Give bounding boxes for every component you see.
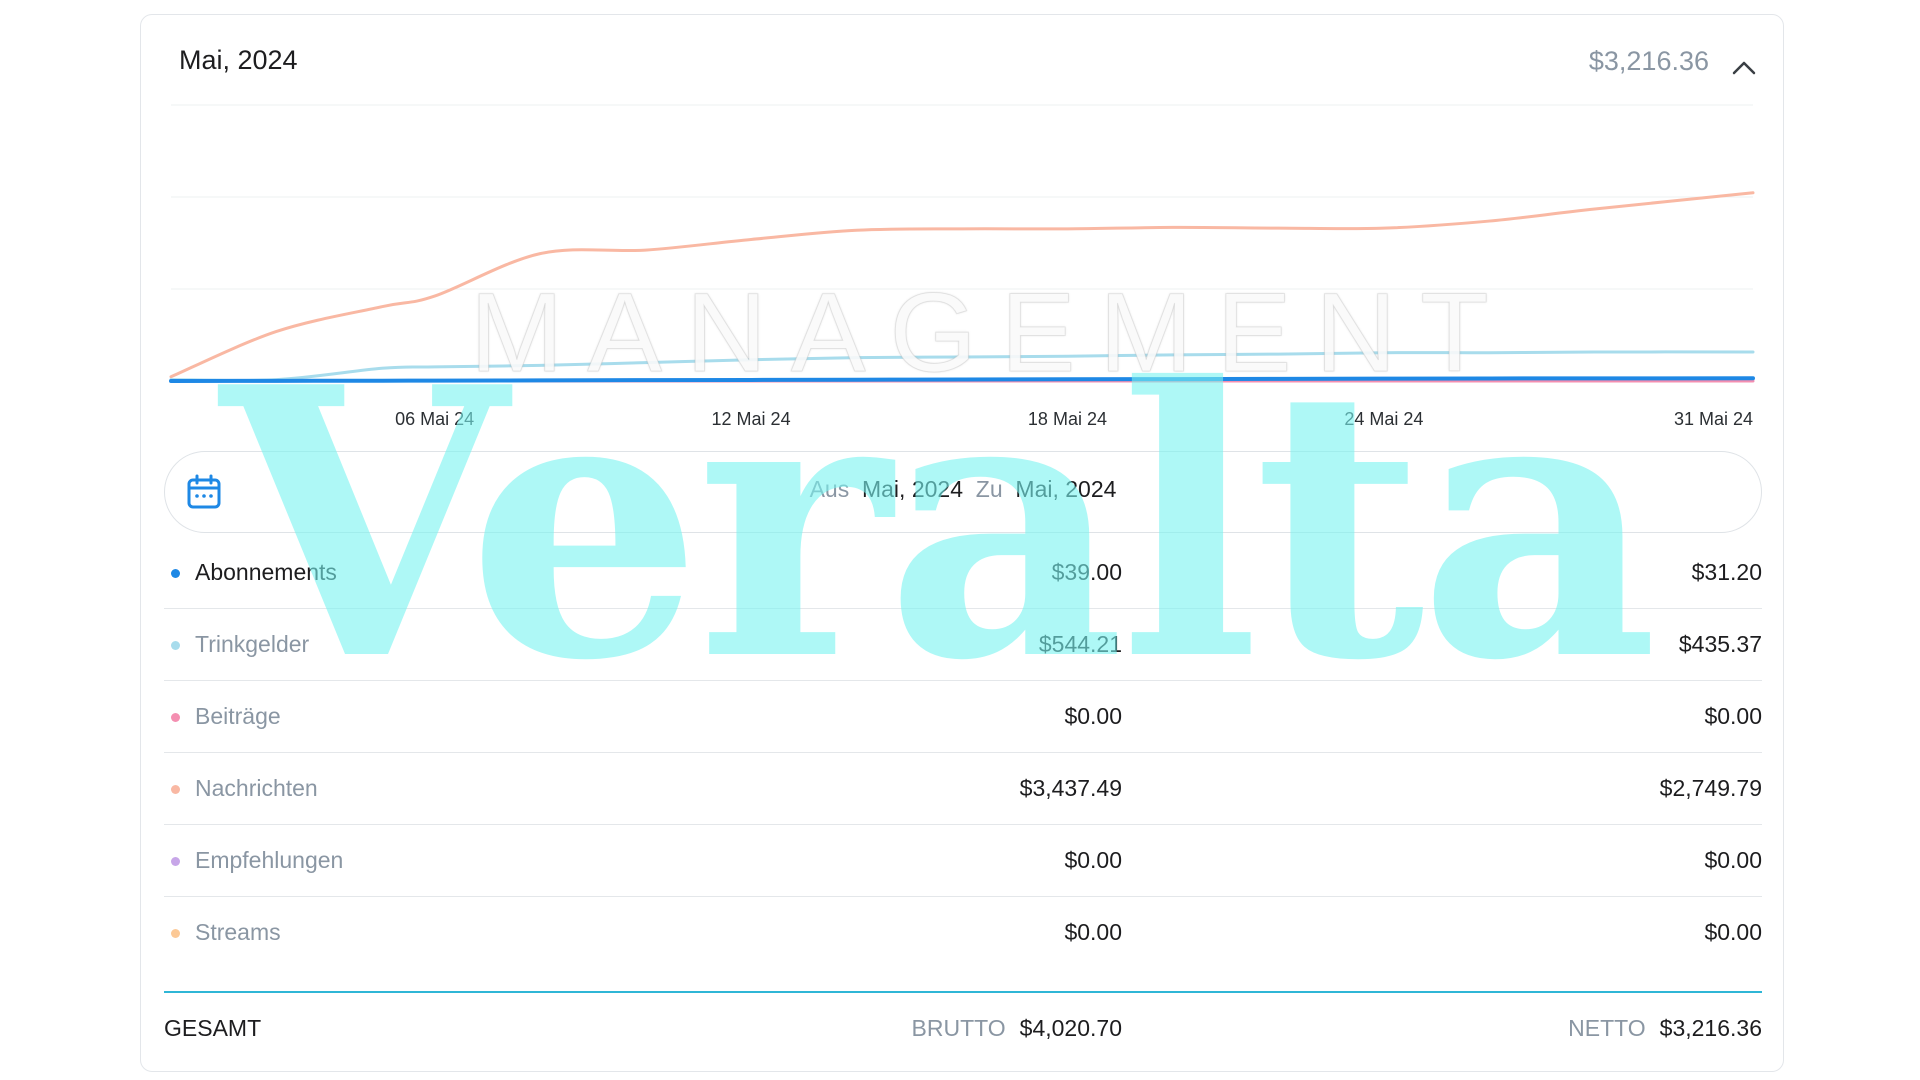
- x-tick-label: 12 Mai 24: [712, 409, 791, 429]
- breakdown-row-beitraege[interactable]: Beiträge $0.00 $0.00: [164, 681, 1762, 753]
- breakdown-row-streams[interactable]: Streams $0.00 $0.00: [164, 897, 1762, 968]
- collapse-button[interactable]: [1727, 51, 1761, 85]
- net-amount: $0.00: [1704, 703, 1762, 729]
- legend-dot: [171, 569, 180, 578]
- x-tick-label: 31 Mai 24: [1674, 409, 1753, 429]
- net-amount: $435.37: [1678, 631, 1762, 657]
- gross-amount: $544.21: [1038, 631, 1122, 657]
- breakdown-row-abonnements[interactable]: Abonnements $39.00 $31.20: [164, 537, 1762, 609]
- net-label: NETTO: [1568, 1015, 1646, 1041]
- totals-divider: [164, 991, 1762, 993]
- totals-gross: BRUTTO $4,020.70: [912, 1015, 1122, 1042]
- chart-series-line-1: [169, 350, 1755, 382]
- gross-amount: $3,437.49: [1019, 775, 1122, 801]
- gross-amount: $0.00: [1064, 919, 1122, 945]
- category-label: Trinkgelder: [195, 631, 310, 657]
- legend-dot: [171, 857, 180, 866]
- x-tick-label: 06 Mai 24: [395, 409, 474, 429]
- net-amount: $2,749.79: [1659, 775, 1762, 801]
- legend-dot: [171, 641, 180, 650]
- breakdown-row-trinkgelder[interactable]: Trinkgelder $544.21 $435.37: [164, 609, 1762, 681]
- period-title: Mai, 2024: [179, 45, 298, 75]
- net-total-value: $3,216.36: [1659, 1015, 1762, 1041]
- category-label: Beiträge: [195, 703, 281, 729]
- net-amount: $0.00: [1704, 919, 1762, 945]
- gross-total-value: $4,020.70: [1019, 1015, 1122, 1041]
- earnings-chart: 06 Mai 24 12 Mai 24 18 Mai 24 24 Mai 24 31 M…: [141, 15, 1785, 455]
- totals-net: NETTO $3,216.36: [1568, 1015, 1762, 1042]
- date-range-text: Aus Mai, 2024 Zu Mai, 2024: [165, 476, 1761, 503]
- from-label: Aus: [809, 476, 850, 502]
- legend-dot: [171, 929, 180, 938]
- from-value[interactable]: Mai, 2024: [861, 476, 963, 502]
- gross-amount: $0.00: [1064, 847, 1122, 873]
- gross-label: BRUTTO: [911, 1015, 1006, 1041]
- chevron-up-icon: [1732, 61, 1756, 75]
- gross-amount: $0.00: [1064, 703, 1122, 729]
- legend-dot: [171, 713, 180, 722]
- breakdown-row-empfehlungen[interactable]: Empfehlungen $0.00 $0.00: [164, 825, 1762, 897]
- net-amount: $0.00: [1704, 847, 1762, 873]
- totals-label: GESAMT: [164, 1015, 262, 1041]
- legend-dot: [171, 785, 180, 794]
- to-value[interactable]: Mai, 2024: [1015, 476, 1117, 502]
- chart-series-line-0: [169, 191, 1755, 379]
- x-tick-label: 18 Mai 24: [1028, 409, 1107, 429]
- date-range-picker[interactable]: Aus Mai, 2024 Zu Mai, 2024: [164, 451, 1762, 533]
- earnings-card: Mai, 2024 $3,216.36 06 Mai 24 12 Mai 24 18…: [140, 14, 1784, 1072]
- chart-series-line-2: [169, 376, 1755, 383]
- category-label: Streams: [195, 919, 281, 945]
- calendar-icon: [187, 474, 221, 509]
- totals-row: GESAMT BRUTTO $4,020.70 NETTO $3,216.36: [164, 993, 1762, 1063]
- earnings-breakdown: Abonnements $39.00 $31.20 Trinkgelder $5…: [164, 537, 1762, 968]
- category-label: Nachrichten: [195, 775, 318, 801]
- category-label: Empfehlungen: [195, 847, 344, 873]
- category-label: Abonnements: [195, 559, 337, 585]
- breakdown-row-nachrichten[interactable]: Nachrichten $3,437.49 $2,749.79: [164, 753, 1762, 825]
- earnings-chart-svg: 06 Mai 24 12 Mai 24 18 Mai 24 24 Mai 24 31 M…: [169, 104, 1755, 429]
- to-label: Zu: [975, 476, 1003, 502]
- net-amount: $31.20: [1691, 559, 1762, 585]
- period-total: $3,216.36: [1588, 46, 1709, 76]
- x-tick-label: 24 Mai 24: [1344, 409, 1423, 429]
- gross-amount: $39.00: [1051, 559, 1122, 585]
